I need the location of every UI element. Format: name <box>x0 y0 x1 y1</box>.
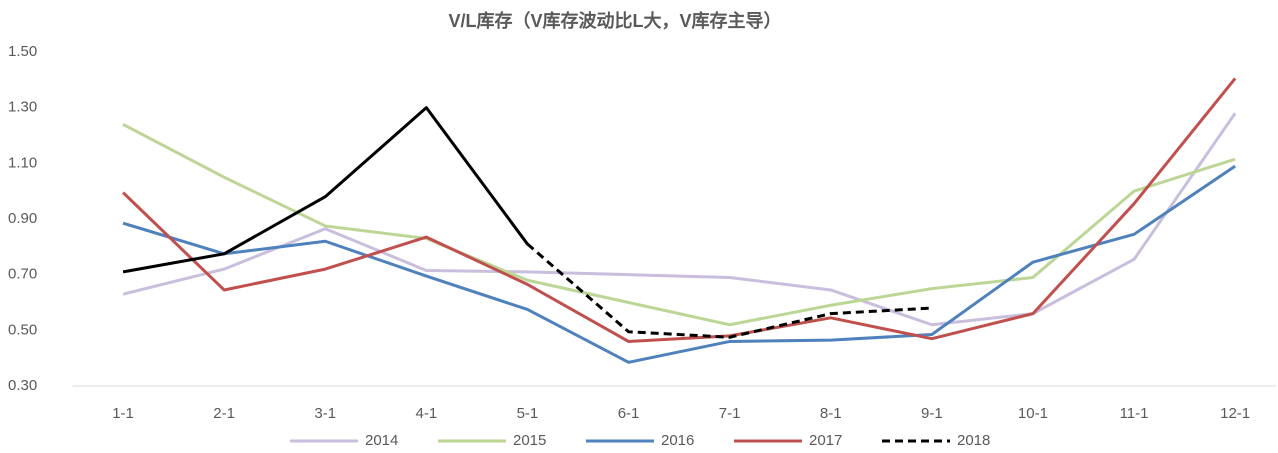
x-tick-label: 3-1 <box>314 405 336 422</box>
legend-label: 2018 <box>957 432 990 449</box>
y-tick-label: 1.10 <box>8 154 37 171</box>
legend-label: 2017 <box>809 432 842 449</box>
legend-label: 2015 <box>513 432 546 449</box>
y-tick-label: 0.50 <box>8 321 37 338</box>
line-series <box>122 164 1236 364</box>
x-tick-label: 5-1 <box>517 405 539 422</box>
x-tick-label: 2-1 <box>213 405 235 422</box>
line-series <box>122 112 1237 327</box>
y-tick-label: 1.30 <box>8 99 37 116</box>
x-tick-label: 9-1 <box>921 405 943 422</box>
x-tick-label: 12-1 <box>1220 405 1250 422</box>
x-tick-label: 4-1 <box>416 405 438 422</box>
x-tick-label: 11-1 <box>1120 405 1149 422</box>
x-tick-label: 8-1 <box>820 405 842 422</box>
line-series <box>122 106 529 274</box>
x-tick-label: 10-1 <box>1018 405 1048 422</box>
legend-label: 2014 <box>365 432 398 449</box>
line-series <box>122 77 1237 343</box>
x-tick-label: 6-1 <box>618 405 640 422</box>
line-series <box>526 242 932 339</box>
x-tick-label: 1-1 <box>112 405 134 422</box>
x-tick-label: 7-1 <box>719 405 741 422</box>
chart-title: V/L库存（V库存波动比L大，V库存主导） <box>448 10 781 31</box>
y-tick-label: 0.30 <box>8 377 37 394</box>
line-series <box>122 123 1236 327</box>
y-tick-label: 0.70 <box>8 266 37 283</box>
y-tick-label: 0.90 <box>8 210 37 227</box>
legend-label: 2016 <box>661 432 694 449</box>
y-tick-label: 1.50 <box>8 43 37 60</box>
